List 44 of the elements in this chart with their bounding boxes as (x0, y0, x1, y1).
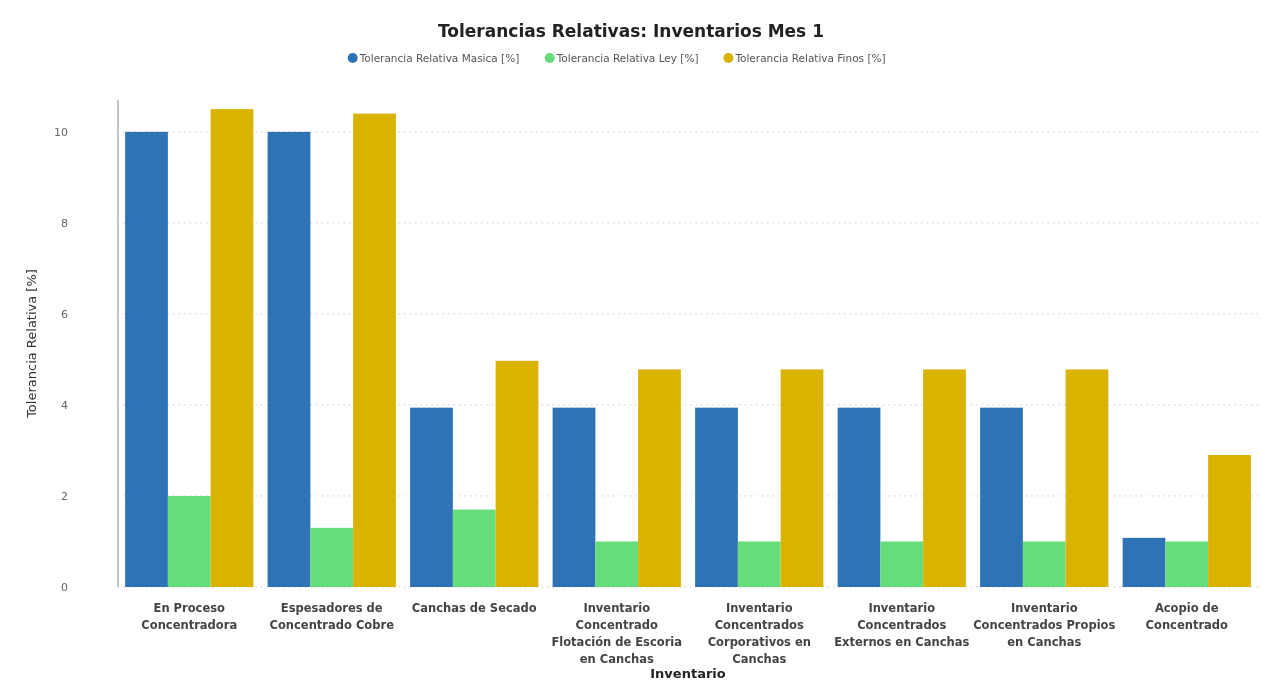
x-tick-label: En Proceso Concentradora (141, 601, 238, 632)
bar (880, 541, 924, 587)
legend-label: Tolerancia Relativa Masica [%] (358, 52, 520, 64)
y-axis-title: Tolerancia Relativa [%] (24, 269, 39, 419)
bar (923, 369, 966, 587)
bar (1022, 541, 1066, 587)
bar (595, 541, 639, 587)
bar (267, 131, 311, 587)
x-tick-label: Inventario Concentrados Externos en Canchas (834, 601, 970, 649)
y-tick-label: 2 (61, 489, 68, 503)
bar (1165, 541, 1209, 587)
x-tick-label: Canchas de Secado (411, 601, 537, 615)
bar (638, 369, 681, 587)
bar (695, 407, 738, 587)
bar (495, 360, 539, 587)
bar (780, 369, 824, 587)
y-tick-label: 8 (61, 216, 68, 230)
x-tick-label: Inventario Concentrados Propios en Canchas (973, 601, 1116, 649)
x-axis-title: Inventario (650, 666, 726, 681)
bar (552, 407, 596, 587)
bar (1208, 455, 1251, 587)
chart-title: Tolerancias Relativas: Inventarios Mes 1 (438, 21, 824, 41)
bar (410, 407, 453, 587)
bar (1065, 369, 1109, 587)
bar (980, 407, 1023, 587)
bar (452, 509, 496, 587)
x-tick-label: Espesadores de Concentrado Cobre (269, 601, 395, 632)
bar (737, 541, 781, 587)
x-tick-label: Acopio de Concentrado (1145, 601, 1229, 632)
y-tick-label: 4 (61, 398, 68, 412)
bar (837, 407, 881, 587)
bar (353, 113, 396, 587)
bar (125, 131, 168, 587)
bar (1122, 537, 1166, 587)
bar (310, 527, 354, 587)
legend-label: Tolerancia Relativa Finos [%] (734, 52, 886, 64)
y-tick-label: 0 (61, 581, 68, 594)
x-tick-label: Inventario Concentrados Corporativos en Canchas (707, 601, 811, 666)
legend-label: Tolerancia Relativa Ley [%] (555, 52, 699, 64)
x-tick-label: Inventario Concentrado Flotación de Escoria en Canchas (551, 601, 683, 666)
bar (210, 109, 254, 587)
bar (167, 495, 211, 587)
y-tick-label: 10 (54, 125, 68, 139)
y-tick-label: 6 (61, 307, 68, 321)
